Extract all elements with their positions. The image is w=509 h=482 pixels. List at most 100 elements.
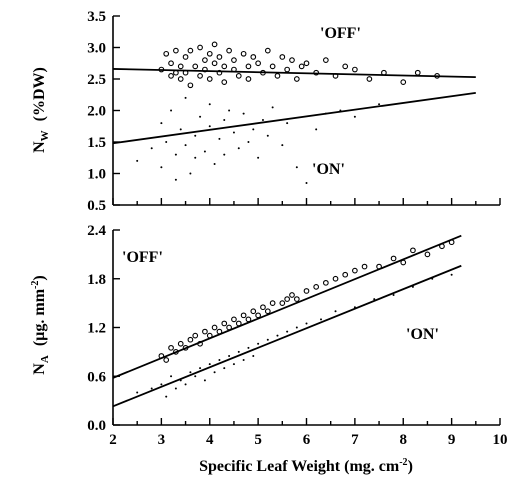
top-on-point (160, 166, 163, 169)
bottom-on-point (450, 273, 453, 276)
bottom-x-tick-label: 7 (351, 432, 359, 448)
top-off-point (366, 76, 373, 82)
top-off-point (187, 47, 194, 54)
bottom-off-point (255, 312, 261, 319)
bottom-on-point (174, 387, 177, 390)
bottom-on-point (247, 346, 250, 349)
top-off-point (323, 57, 329, 63)
top-off-point (197, 44, 203, 51)
bottom-off-point (177, 340, 184, 347)
bottom-on-point (218, 359, 221, 361)
bottom-on-point (213, 371, 216, 374)
top-off-point (240, 50, 247, 57)
bottom-on-point (286, 330, 289, 333)
bottom-off-point (264, 308, 271, 315)
bottom-x-tick-label: 3 (158, 432, 166, 448)
top-y-tick-label: 0.5 (87, 198, 106, 214)
top-off-point (352, 66, 358, 73)
top-panel: 0.5 1.0 1.5 2.0 2.5 3.0 3.5 NW(%DW) 'OFF' 'ON' (31, 9, 501, 214)
top-on-point (378, 103, 381, 106)
top-y-tick-label: 2.5 (87, 72, 106, 88)
bottom-on-point (208, 363, 211, 366)
bottom-x-tick-label: 9 (448, 432, 456, 448)
top-off-point (235, 72, 242, 79)
bottom-off-point (231, 316, 237, 323)
bottom-on-point (305, 322, 308, 325)
top-off-point (284, 66, 291, 73)
top-off-point (245, 63, 252, 70)
top-on-point (247, 141, 250, 143)
bottom-on-point (232, 363, 235, 366)
bottom-on-point (320, 318, 323, 321)
top-on-point (150, 147, 153, 150)
bottom-on-point (165, 395, 168, 398)
bottom-x-tick-label: 2 (109, 432, 117, 448)
top-off-point (173, 47, 179, 54)
bottom-off-point (187, 336, 194, 343)
top-off-point (168, 72, 174, 79)
bottom-x-tick-label: 6 (303, 432, 311, 448)
top-off-point (293, 76, 300, 82)
top-on-point (160, 122, 163, 125)
bottom-off-point (250, 308, 257, 315)
bottom-x-tick-label: 5 (254, 432, 262, 448)
top-on-point (223, 153, 226, 156)
bottom-y-tick-label: 2.4 (87, 223, 106, 239)
bottom-off-point (342, 271, 349, 278)
top-off-point (226, 47, 232, 54)
bottom-on-point (160, 383, 163, 386)
top-off-point (245, 76, 252, 82)
bottom-off-point (289, 292, 295, 298)
top-on-point (194, 156, 197, 159)
top-on-point (208, 125, 211, 128)
top-y-tick-label: 2.0 (87, 104, 106, 120)
bottom-on-point (170, 375, 173, 378)
bottom-on-point (223, 367, 226, 370)
top-off-point (168, 60, 174, 67)
bottom-on-point (189, 371, 192, 374)
bottom-on-point (194, 375, 197, 378)
top-off-point (187, 82, 194, 89)
top-on-point (170, 109, 173, 112)
top-off-point (192, 63, 199, 70)
top-off-fit-line (112, 68, 476, 79)
bottom-off-point (303, 288, 310, 294)
top-y-tick-label: 1.0 (87, 167, 106, 183)
top-y-axis-title: NW(%DW) (31, 67, 51, 153)
top-off-point (211, 60, 218, 67)
bottom-on-point (252, 354, 255, 357)
bottom-off-point (168, 344, 174, 351)
top-off-point (182, 54, 189, 60)
top-y-tick-label: 3.5 (87, 9, 106, 25)
top-off-point (221, 63, 228, 70)
top-on-point (199, 115, 202, 118)
top-on-point (179, 128, 182, 131)
bottom-on-point (228, 354, 231, 357)
top-off-point (206, 76, 213, 82)
top-off-point (231, 57, 237, 63)
top-y-ticks: 0.5 1.0 1.5 2.0 2.5 3.0 3.5 (87, 9, 120, 214)
top-y-tick-label: 3.0 (87, 41, 106, 57)
bottom-panel: 0.00.61.21.82.4 2 3 4 5 6 7 8 9 10 NA(µg. mm-2) … (30, 223, 508, 475)
top-on-point (315, 128, 318, 131)
top-on-point (223, 118, 226, 121)
bottom-off-point (424, 251, 431, 258)
top-on-point (228, 109, 231, 112)
bottom-on-point (203, 379, 206, 382)
bottom-x-ticks: 2 3 4 5 6 7 8 9 10 (109, 418, 508, 448)
bottom-on-point (257, 342, 260, 345)
bottom-y-tick-label: 1.2 (87, 321, 106, 337)
top-off-point (269, 63, 276, 70)
bottom-y-tick-label: 1.8 (87, 272, 106, 288)
bottom-on-point (199, 367, 202, 370)
bottom-y-ticks: 0.0 0.6 1.2 1.8 2.4 (87, 223, 120, 434)
top-on-point (353, 115, 356, 118)
top-on-point (242, 112, 245, 115)
bottom-on-point (373, 298, 376, 301)
bottom-off-point (192, 332, 199, 339)
bottom-on-point (184, 383, 187, 386)
top-off-point (400, 79, 407, 85)
top-off-point (197, 72, 203, 79)
top-on-fit-line (112, 91, 476, 145)
top-on-point (232, 131, 235, 134)
